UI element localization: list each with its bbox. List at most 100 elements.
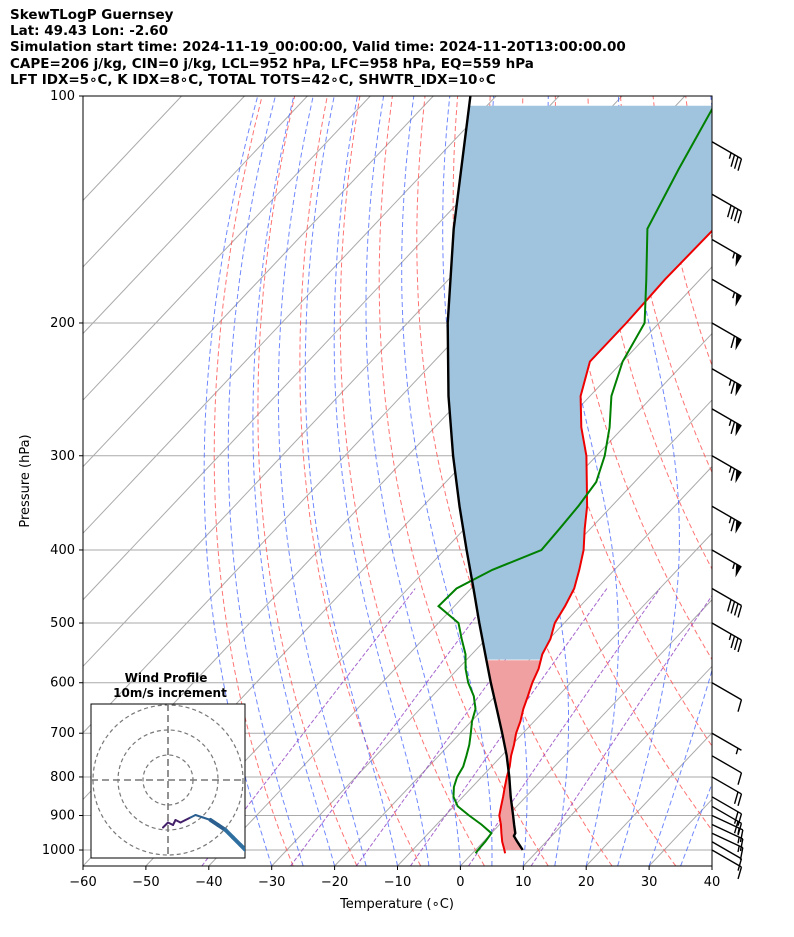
profile-lines (437, 96, 712, 854)
mixing-ratio-line (201, 588, 416, 866)
isotherm-line (271, 399, 712, 866)
wind-barb (711, 805, 743, 836)
wind-barb (711, 849, 743, 880)
wind-barb (711, 682, 743, 712)
moist-adiabat-line (547, 96, 619, 866)
wind-barb (711, 368, 742, 397)
location-line: Lat: 49.43 Lon: -2.60 (10, 23, 169, 40)
time-line: Simulation start time: 2024-11-19_00:00:… (10, 39, 626, 56)
wind-profile-inset: Wind Profile 10m/s increment (90, 671, 256, 863)
y-tick-label: 600 (50, 676, 75, 691)
dry-adiabat-line (521, 96, 712, 747)
isotherm-line (83, 96, 497, 534)
cin-area (486, 660, 541, 850)
inset-title: Wind Profile (125, 671, 208, 685)
x-tick-label: 0 (456, 875, 464, 890)
wind-barb (711, 776, 743, 807)
chart-header: SkewTLogP Guernsey Lat: 49.43 Lon: -2.60… (10, 7, 790, 88)
wind-barb (711, 814, 744, 843)
y-tick-label: 1000 (42, 843, 75, 858)
wind-barb (711, 278, 742, 307)
dry-adiabat-line (587, 96, 712, 570)
isotherm-line (460, 599, 712, 866)
x-tick-label: −10 (384, 875, 411, 890)
wind-barb (711, 322, 742, 351)
moist-adiabat-line (277, 96, 367, 866)
moist-adiabat-line (203, 96, 273, 866)
parcel-line (446, 96, 524, 851)
y-tick-label: 500 (50, 616, 75, 631)
isotherm-line (83, 96, 245, 268)
moist-adiabat-line (711, 864, 712, 866)
y-ticks: 100 200 300 400 500 600 700 800 900 1000 (42, 89, 83, 858)
moist-adiabat-line (401, 96, 493, 866)
wind-barb (711, 408, 742, 437)
isotherm-line (83, 96, 560, 601)
moist-adiabat-line (648, 96, 712, 866)
dry-adiabat-line (378, 96, 549, 866)
moist-adiabat-line (365, 96, 461, 866)
dry-adiabat-line (299, 96, 422, 866)
index-line: LFT IDX=5∘C, K IDX=8∘C, TOTAL TOTS=42∘C,… (10, 71, 496, 88)
y-tick-label: 700 (50, 726, 75, 741)
dry-adiabat-line (751, 96, 794, 866)
x-tick-label: 30 (641, 875, 658, 890)
x-tick-label: 40 (704, 875, 721, 890)
wind-barb (711, 505, 742, 534)
moist-adiabat-line (333, 96, 430, 866)
x-tick-label: 20 (578, 875, 595, 890)
wind-barb (711, 832, 744, 860)
moist-adiabat-line (304, 96, 398, 866)
moist-adiabat-line (617, 96, 680, 866)
x-tick-label: −20 (321, 875, 348, 890)
x-tick-label: −50 (132, 875, 159, 890)
dry-adiabat-line (339, 96, 485, 866)
wind-barb (711, 732, 742, 755)
dry-adiabat-line (783, 96, 794, 866)
y-tick-label: 100 (50, 89, 75, 104)
isotherm-line (334, 465, 712, 866)
cape-cin-shading (447, 105, 712, 850)
y-tick-label: 300 (50, 449, 75, 464)
cape-area (447, 105, 712, 660)
hodo-segment (248, 853, 256, 863)
x-tick-label: −60 (69, 875, 96, 890)
temperature-line (498, 229, 712, 854)
hodo-segment (194, 814, 204, 819)
isotherm-line (522, 665, 712, 866)
wind-barb (711, 141, 743, 171)
wind-barb (711, 823, 744, 852)
moist-adiabat-line (227, 96, 304, 866)
wind-barb (711, 549, 742, 578)
chart-title: SkewTLogP Guernsey (10, 7, 174, 23)
wind-barb (711, 841, 743, 871)
x-tick-label: −30 (258, 875, 285, 890)
y-tick-label: 400 (50, 543, 75, 558)
y-axis-label: Pressure (hPa) (18, 434, 33, 527)
wind-barb (711, 755, 743, 785)
inset-subtitle: 10m/s increment (113, 686, 227, 700)
hodo-segment (238, 843, 245, 853)
moist-adiabat-line (680, 782, 712, 866)
reference-lines (201, 96, 794, 866)
dry-adiabat-line (554, 96, 712, 661)
wind-barbs (711, 141, 744, 880)
wind-barb (711, 622, 743, 653)
dewpoint-line (437, 107, 712, 854)
dry-adiabat-line (257, 96, 358, 866)
hodo-segment (162, 821, 169, 829)
isotherm-line (83, 96, 308, 335)
wind-barb (711, 455, 742, 484)
x-axis-label: Temperature (∘C) (339, 897, 454, 912)
cape-line: CAPE=206 j/kg, CIN=0 j/kg, LCL=952 hPa, … (10, 55, 534, 72)
mixing-ratio-line (409, 588, 608, 866)
wind-barb (711, 238, 742, 267)
isotherm-line (397, 532, 712, 866)
y-tick-label: 900 (50, 809, 75, 824)
wind-barb (711, 587, 743, 618)
isotherm-line (83, 96, 371, 401)
wind-barb (711, 193, 743, 224)
dry-adiabat-line (213, 96, 294, 866)
wind-barb (711, 796, 743, 826)
